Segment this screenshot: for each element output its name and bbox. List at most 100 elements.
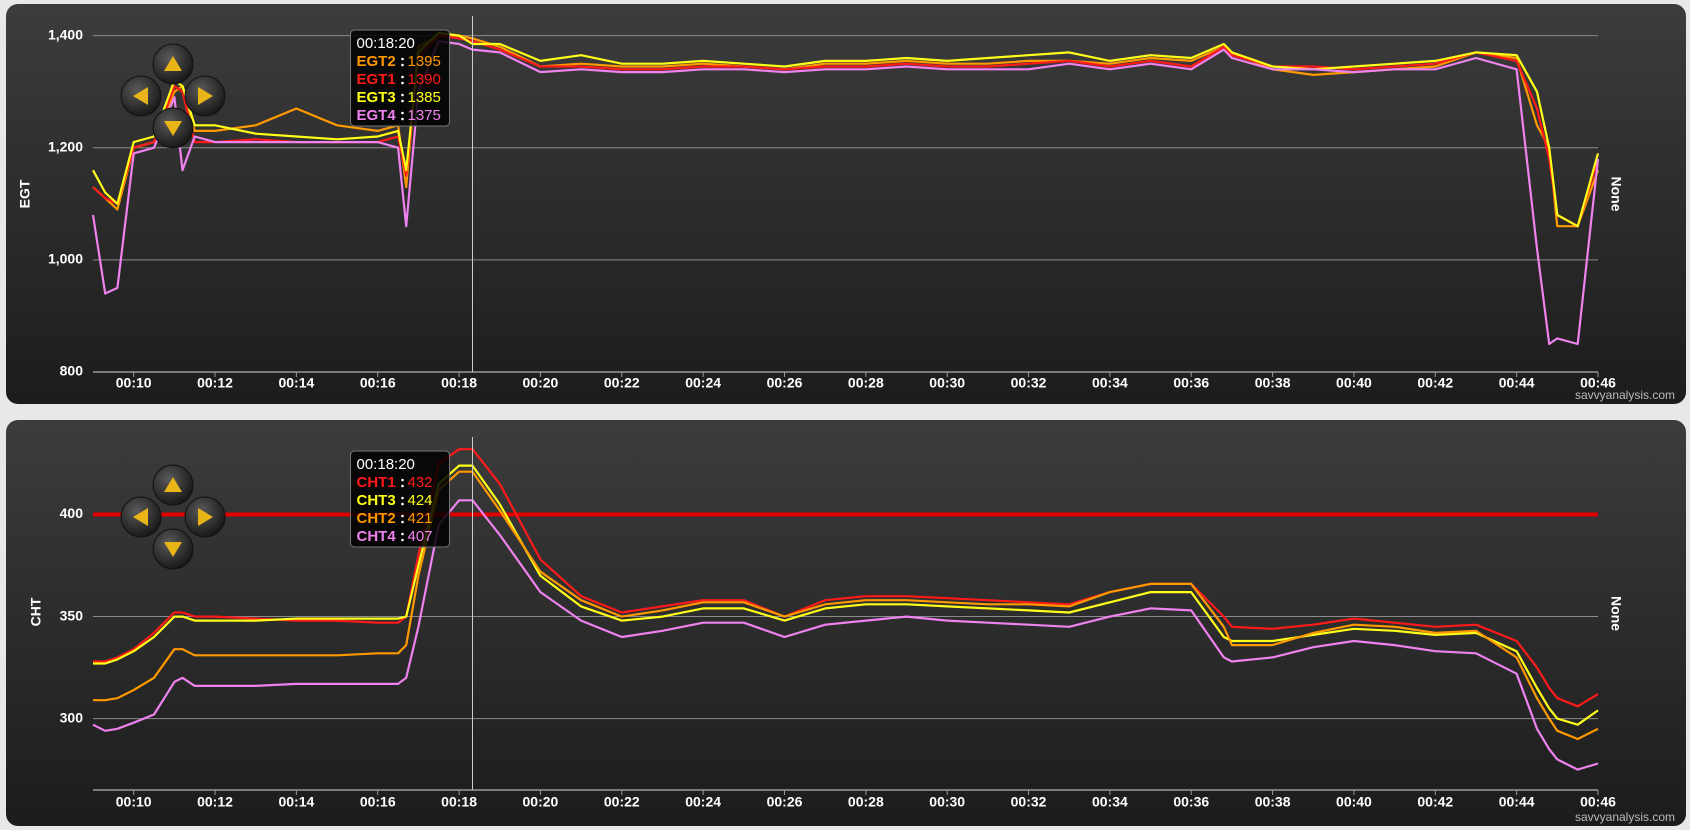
chart-panel: 800 1,000 1,200 1,400 00:10 00:12 00:14 00:16 00…: [6, 4, 1686, 404]
tooltip-colon: [401, 520, 404, 524]
tooltip-value: 1395: [408, 53, 441, 70]
tooltip-value: 1385: [408, 89, 441, 106]
tooltip-series-name: EGT4: [357, 107, 397, 124]
tooltip-bg: [350, 29, 451, 127]
tooltip-value: 432: [408, 474, 433, 491]
tooltip-colon: [401, 484, 404, 488]
tooltip-colon: [401, 93, 404, 97]
x-tick-label: 00:18: [441, 794, 477, 810]
tooltip-time: 00:18:20: [357, 35, 415, 52]
tooltip-colon: [401, 538, 404, 542]
y-tick-label: 400: [60, 505, 84, 521]
x-tick-label: 00:14: [278, 375, 314, 391]
x-tick-label: 00:26: [767, 375, 803, 391]
y-tick-label: 300: [60, 709, 84, 725]
x-tick-label: 00:40: [1336, 375, 1372, 391]
tooltip-colon: [401, 514, 404, 518]
x-tick-label: 00:10: [116, 794, 152, 810]
x-tick-label: 00:46: [1580, 794, 1616, 810]
nav-down-button[interactable]: [152, 528, 194, 570]
nav-arrow[interactable]: [164, 477, 182, 492]
nav-arrow[interactable]: [133, 508, 148, 526]
tooltip-colon: [401, 63, 404, 67]
right-axis-label: None: [1608, 596, 1624, 631]
tooltip-series-name: CHT3: [357, 492, 396, 509]
x-tick-label: 00:34: [1092, 794, 1128, 810]
tooltip-bg: [350, 450, 451, 548]
x-tick-label: 00:16: [360, 375, 396, 391]
tooltip-colon: [401, 478, 404, 482]
y-axis-label: EGT: [17, 179, 33, 208]
x-tick-label: 00:20: [523, 794, 559, 810]
tooltip-value: 407: [408, 528, 433, 545]
x-tick-label: 00:24: [685, 375, 721, 391]
x-tick-label: 00:14: [278, 794, 314, 810]
x-tick-label: 00:46: [1580, 375, 1616, 391]
x-tick-label: 00:24: [685, 794, 721, 810]
tooltip-series-name: EGT1: [357, 71, 396, 88]
y-tick-label: 350: [60, 607, 84, 623]
y-axis-label: CHT: [28, 597, 44, 626]
x-tick-label: 00:30: [929, 794, 965, 810]
series-line: [93, 470, 1599, 741]
x-tick-label: 00:42: [1417, 375, 1453, 391]
y-tick-label: 800: [60, 363, 84, 379]
x-tick-label: 00:28: [848, 794, 884, 810]
nav-arrow[interactable]: [164, 121, 182, 136]
chart-panel: 300 350 400 00:10 00:12 00:14 00:16 00:18 00:20 0…: [6, 420, 1686, 826]
nav-up-button[interactable]: [152, 43, 194, 85]
tooltip-colon: [401, 57, 404, 61]
tooltip-value: 1390: [408, 71, 441, 88]
x-tick-label: 00:22: [604, 794, 640, 810]
tooltip-colon: [401, 99, 404, 103]
right-axis-label: None: [1608, 177, 1624, 212]
x-tick-label: 00:12: [197, 794, 233, 810]
x-tick-label: 00:16: [360, 794, 396, 810]
tooltip-series-name: CHT1: [357, 474, 396, 491]
nav-left-button[interactable]: [120, 75, 162, 117]
nav-arrow[interactable]: [198, 87, 213, 105]
x-tick-label: 00:36: [1173, 794, 1209, 810]
x-tick-label: 00:32: [1011, 794, 1047, 810]
tooltip-series-name: EGT2: [357, 53, 396, 70]
tooltip-value: 421: [408, 510, 433, 527]
nav-left-button[interactable]: [120, 496, 162, 538]
x-tick-label: 00:38: [1255, 375, 1291, 391]
x-tick-label: 00:10: [116, 375, 152, 391]
nav-arrow[interactable]: [164, 542, 182, 557]
x-tick-label: 00:38: [1255, 794, 1291, 810]
tooltip-series-name: EGT3: [357, 89, 396, 106]
series-line: [92, 31, 1600, 228]
x-tick-label: 00:36: [1173, 375, 1209, 391]
tooltip-value: 424: [408, 492, 433, 509]
watermark: savvyanalysis.com: [1575, 388, 1675, 402]
tooltip-colon: [401, 532, 404, 536]
x-tick-label: 00:20: [523, 375, 559, 391]
series-line: [91, 40, 1600, 346]
x-tick-label: 00:22: [604, 375, 640, 391]
tooltip-value: 1375: [408, 107, 441, 124]
nav-down-button[interactable]: [152, 107, 194, 149]
tooltip-colon: [401, 111, 404, 115]
x-tick-label: 00:44: [1499, 794, 1535, 810]
series-line: [93, 448, 1599, 708]
x-tick-label: 00:28: [848, 375, 884, 391]
tooltip-time: 00:18:20: [357, 456, 415, 473]
series-line: [93, 464, 1599, 726]
nav-arrow[interactable]: [198, 508, 213, 526]
tooltip-colon: [401, 75, 404, 79]
y-tick-label: 1,000: [48, 251, 83, 267]
y-tick-label: 1,200: [48, 138, 83, 154]
x-tick-label: 00:44: [1499, 375, 1535, 391]
nav-right-button[interactable]: [184, 496, 226, 538]
tooltip-series-name: CHT2: [357, 510, 396, 527]
nav-up-button[interactable]: [152, 464, 194, 506]
nav-arrow[interactable]: [133, 87, 148, 105]
tooltip-colon: [401, 496, 404, 500]
x-tick-label: 00:26: [767, 794, 803, 810]
nav-arrow[interactable]: [164, 56, 182, 71]
tooltip-colon: [401, 502, 404, 506]
nav-right-button[interactable]: [184, 75, 226, 117]
